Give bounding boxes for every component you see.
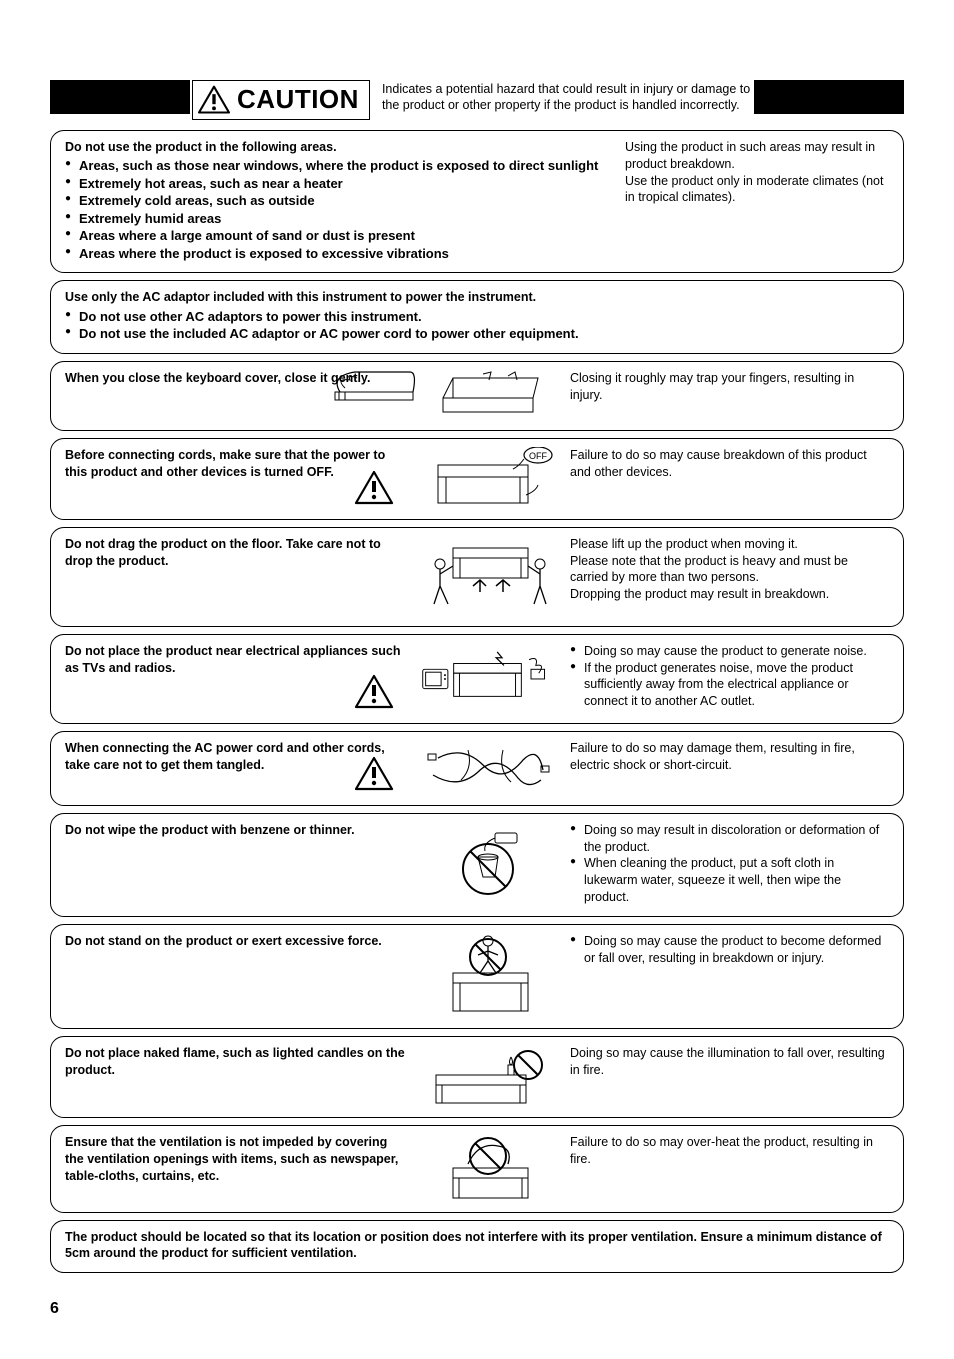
- box1-item: Areas where the product is exposed to ex…: [65, 245, 605, 263]
- box4-right: Failure to do so may cause breakdown of …: [570, 447, 889, 509]
- caution-description: Indicates a potential hazard that could …: [382, 80, 754, 113]
- box8-mid: [415, 822, 560, 906]
- header-black-left: [50, 80, 190, 114]
- no-benzene-icon: [443, 829, 533, 899]
- box11-left: Ensure that the ventilation is not imped…: [65, 1134, 405, 1202]
- box2-title: Use only the AC adaptor included with th…: [65, 289, 889, 305]
- piano-closing-icon: [423, 370, 553, 420]
- box1-item: Extremely hot areas, such as near a heat…: [65, 175, 605, 193]
- box2-item: Do not use the included AC adaptor or AC…: [65, 325, 889, 343]
- box8-right-item: When cleaning the product, put a soft cl…: [570, 855, 889, 906]
- box2-list: Do not use other AC adaptors to power th…: [65, 308, 889, 343]
- box6-right-item: If the product generates noise, move the…: [570, 660, 889, 711]
- piano-off-icon: OFF: [418, 447, 558, 509]
- warn-icon: [353, 674, 395, 715]
- piano-tv-icon: [415, 643, 560, 713]
- box5-right: Please lift up the product when moving i…: [570, 536, 889, 616]
- box1-item: Areas where a large amount of sand or du…: [65, 227, 605, 245]
- box7-right: Failure to do so may damage them, result…: [570, 740, 889, 795]
- box10-left: Do not place naked flame, such as lighte…: [65, 1045, 405, 1107]
- box6-left-text: Do not place the product near electrical…: [65, 644, 401, 675]
- box3-right: Closing it roughly may trap your fingers…: [570, 370, 889, 420]
- box11-right: Failure to do so may over-heat the produ…: [570, 1134, 889, 1202]
- keyboard-cover-icon: [325, 366, 425, 408]
- box7-left: When connecting the AC power cord and ot…: [65, 740, 405, 795]
- box1-item: Extremely humid areas: [65, 210, 605, 228]
- box3-mid: [415, 370, 560, 420]
- caution-item-stand: Do not stand on the product or exert exc…: [50, 924, 904, 1029]
- box11-mid: [415, 1134, 560, 1202]
- box5-left: Do not drag the product on the floor. Ta…: [65, 536, 405, 616]
- box1-item: Areas, such as those near windows, where…: [65, 157, 605, 175]
- box5-mid: [415, 536, 560, 616]
- box9-right: Doing so may cause the product to become…: [570, 933, 889, 1018]
- box3-left: When you close the keyboard cover, close…: [65, 370, 405, 420]
- box6-right-item: Doing so may cause the product to genera…: [570, 643, 889, 660]
- box6-left: Do not place the product near electrical…: [65, 643, 405, 713]
- no-stand-icon: [428, 933, 548, 1018]
- box9-right-item: Doing so may cause the product to become…: [570, 933, 889, 967]
- caution-header: CAUTION Indicates a potential hazard tha…: [50, 80, 904, 120]
- caution-item-adaptor: Use only the AC adaptor included with th…: [50, 280, 904, 353]
- caution-item-location: The product should be located so that it…: [50, 1220, 904, 1273]
- box10-mid: [415, 1045, 560, 1107]
- box7-left-text: When connecting the AC power cord and ot…: [65, 741, 385, 772]
- svg-text:OFF: OFF: [529, 451, 547, 461]
- no-flame-icon: [418, 1045, 558, 1107]
- caution-badge: CAUTION: [192, 80, 370, 120]
- box6-right: Doing so may cause the product to genera…: [570, 643, 889, 713]
- caution-item-ventilation: Ensure that the ventilation is not imped…: [50, 1125, 904, 1213]
- box8-right: Doing so may result in discoloration or …: [570, 822, 889, 906]
- header-black-right: [754, 80, 904, 114]
- box1-item: Extremely cold areas, such as outside: [65, 192, 605, 210]
- caution-item-cords-off: Before connecting cords, make sure that …: [50, 438, 904, 520]
- page-number: 6: [50, 1299, 904, 1320]
- caution-item-flame: Do not place naked flame, such as lighte…: [50, 1036, 904, 1118]
- caution-item-cover: When you close the keyboard cover, close…: [50, 361, 904, 431]
- lift-piano-icon: [418, 536, 558, 616]
- tangled-cords-icon: [423, 740, 553, 795]
- box2-item: Do not use other AC adaptors to power th…: [65, 308, 889, 326]
- caution-item-drag: Do not drag the product on the floor. Ta…: [50, 527, 904, 627]
- no-cover-icon: [428, 1134, 548, 1202]
- box1-list: Areas, such as those near windows, where…: [65, 157, 605, 262]
- warn-icon: [353, 756, 395, 797]
- caution-label: CAUTION: [237, 83, 359, 117]
- box9-mid: [415, 933, 560, 1018]
- box1-title: Do not use the product in the following …: [65, 139, 605, 155]
- caution-item-benzene: Do not wipe the product with benzene or …: [50, 813, 904, 917]
- box12-text: The product should be located so that it…: [65, 1229, 889, 1262]
- box10-right: Doing so may cause the illumination to f…: [570, 1045, 889, 1107]
- caution-item-tangled: When connecting the AC power cord and ot…: [50, 731, 904, 806]
- box4-mid: OFF: [415, 447, 560, 509]
- box8-left: Do not wipe the product with benzene or …: [65, 822, 405, 906]
- caution-item-areas: Do not use the product in the following …: [50, 130, 904, 274]
- box9-left: Do not stand on the product or exert exc…: [65, 933, 405, 1018]
- warning-triangle-icon: [197, 85, 231, 115]
- box6-mid: [415, 643, 560, 713]
- box1-right: Using the product in such areas may resu…: [625, 139, 889, 263]
- warn-icon: [353, 470, 395, 511]
- caution-item-electrical: Do not place the product near electrical…: [50, 634, 904, 724]
- box4-left-text: Before connecting cords, make sure that …: [65, 448, 385, 479]
- box8-right-item: Doing so may result in discoloration or …: [570, 822, 889, 856]
- box4-left: Before connecting cords, make sure that …: [65, 447, 405, 509]
- box7-mid: [415, 740, 560, 795]
